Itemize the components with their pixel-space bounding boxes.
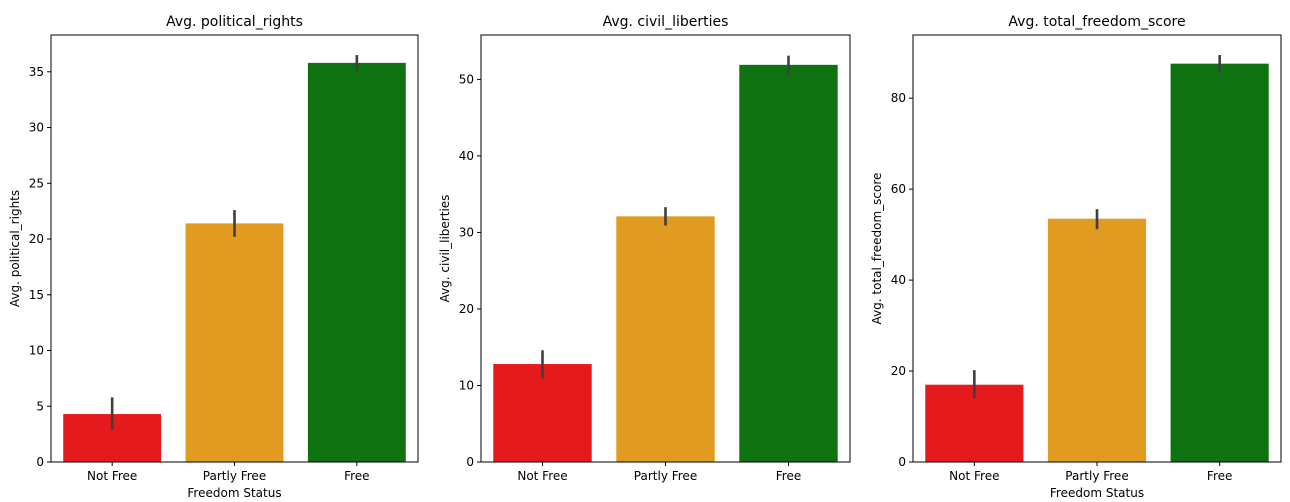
y-tick-label: 80 xyxy=(891,91,906,105)
y-axis-label: Avg. civil_liberties xyxy=(438,195,452,303)
x-tick-label: Partly Free xyxy=(203,469,266,483)
bar-partly-free xyxy=(1047,218,1147,462)
y-tick-label: 20 xyxy=(891,364,906,378)
y-tick-label: 10 xyxy=(29,344,44,358)
bar-not-free xyxy=(493,364,592,462)
y-tick-label: 0 xyxy=(898,455,906,469)
x-tick-label: Partly Free xyxy=(1065,469,1128,483)
y-tick-label: 0 xyxy=(36,455,44,469)
y-tick-label: 30 xyxy=(29,121,44,135)
x-tick-label: Free xyxy=(776,469,801,483)
y-tick-label: 40 xyxy=(459,149,474,163)
x-tick-label: Partly Free xyxy=(634,469,697,483)
x-axis-label: Freedom Status xyxy=(187,486,281,500)
bar-partly-free xyxy=(616,216,715,462)
subplot-2: 0 10 20 30 40 50 Not Free Partly Free Free Avg. c… xyxy=(438,14,851,483)
bar-free xyxy=(739,64,838,462)
y-tick-label: 10 xyxy=(459,378,474,392)
y-tick-label: 20 xyxy=(29,232,44,246)
y-tick-label: 5 xyxy=(36,399,44,413)
y-axis-label: Avg. total_freedom_score xyxy=(870,173,884,325)
subplot-3: 0 20 40 60 80 Not Free Partly Free Free Avg. tot… xyxy=(870,14,1282,500)
x-tick-label: Free xyxy=(1207,469,1232,483)
subplot-1: 0 5 10 15 20 25 30 35 Not Free Partly Free Free Avg… xyxy=(8,14,419,500)
y-tick-label: 35 xyxy=(29,65,44,79)
bar-partly-free xyxy=(185,223,284,462)
x-tick-label: Not Free xyxy=(517,469,567,483)
y-tick-label: 30 xyxy=(459,225,474,239)
y-tick-label: 0 xyxy=(466,455,474,469)
y-tick-label: 60 xyxy=(891,182,906,196)
x-tick-label: Not Free xyxy=(87,469,137,483)
x-tick-label: Free xyxy=(344,469,369,483)
x-tick-label: Not Free xyxy=(949,469,999,483)
y-tick-label: 50 xyxy=(459,72,474,86)
chart-title: Avg. civil_liberties xyxy=(603,14,729,30)
chart-title: Avg. political_rights xyxy=(166,14,303,30)
y-tick-label: 20 xyxy=(459,302,474,316)
bar-free xyxy=(307,62,406,462)
chart-title: Avg. total_freedom_score xyxy=(1008,14,1185,30)
bar-free xyxy=(1170,63,1269,463)
y-tick-label: 25 xyxy=(29,176,44,190)
y-tick-label: 40 xyxy=(891,273,906,287)
y-tick-label: 15 xyxy=(29,288,44,302)
y-axis-label: Avg. political_rights xyxy=(8,190,22,307)
x-axis-label: Freedom Status xyxy=(1050,486,1144,500)
